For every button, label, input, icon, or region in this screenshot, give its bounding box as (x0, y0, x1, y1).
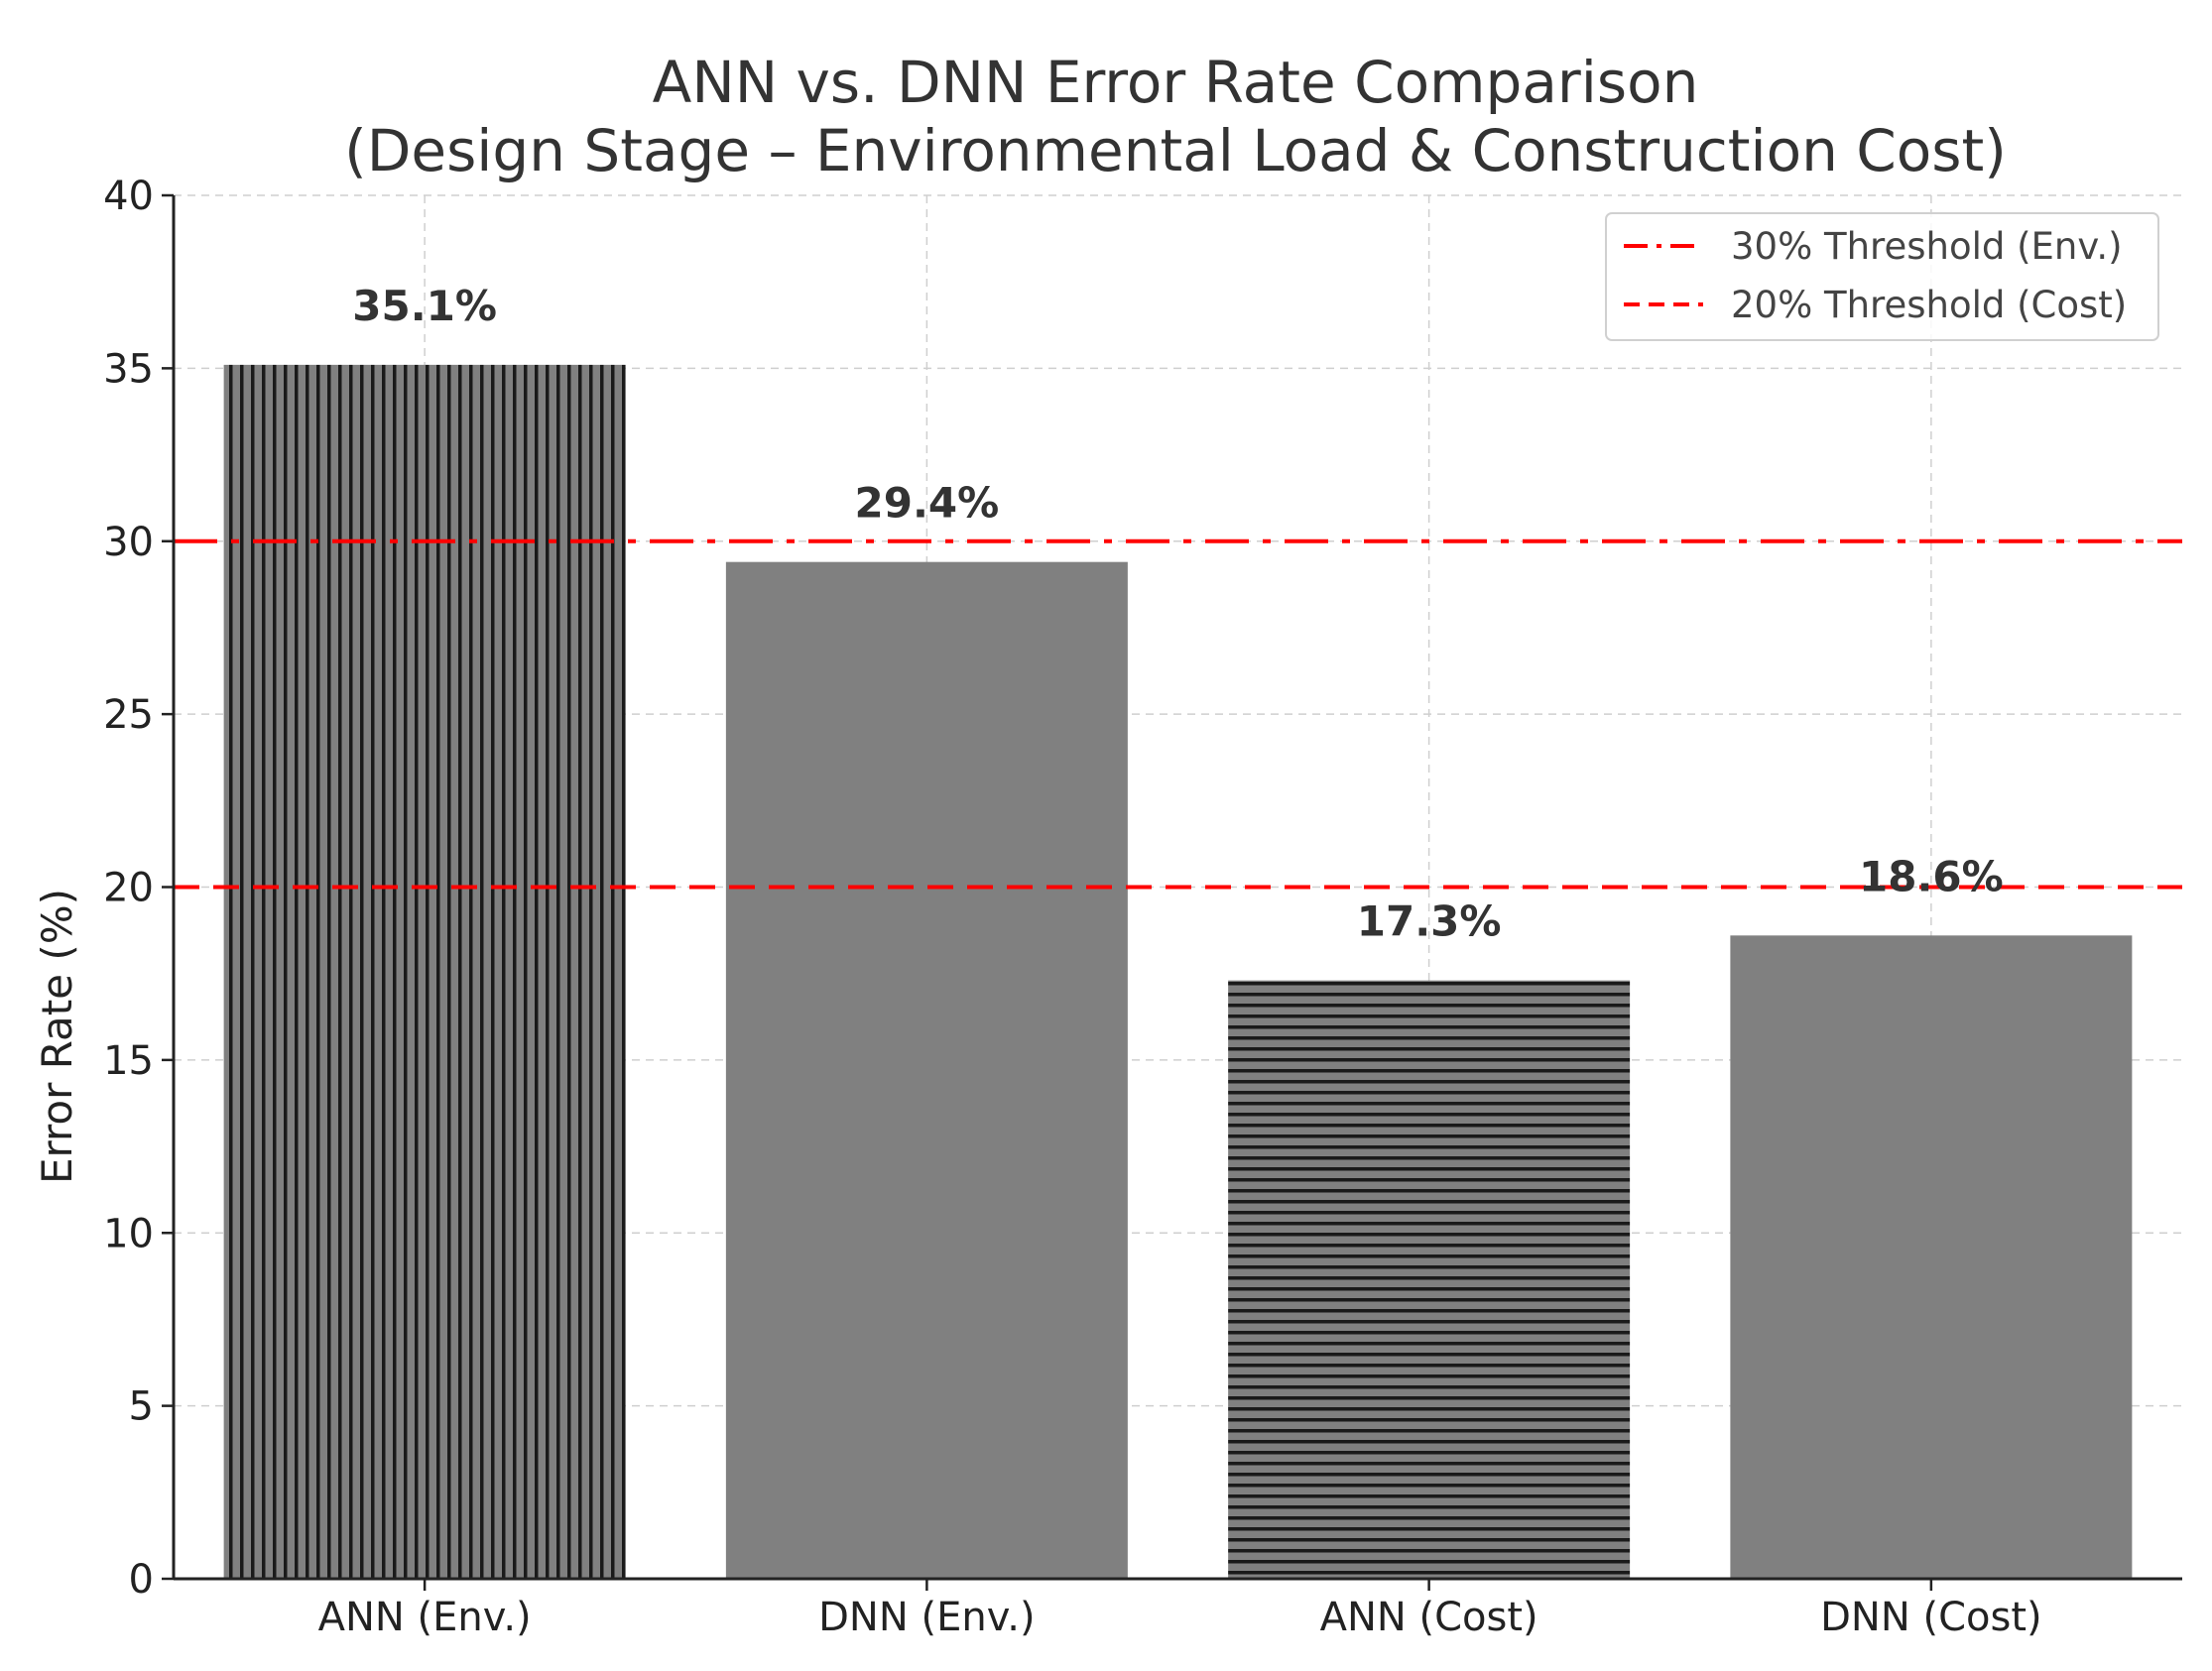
y-tick-label-30: 30 (103, 520, 154, 565)
x-tick-label-1: DNN (Env.) (818, 1595, 1035, 1640)
y-tick-label-10: 10 (103, 1211, 154, 1256)
chart-title-line1: ANN vs. DNN Error Rate Comparison (653, 49, 1699, 116)
y-tick-label-5: 5 (129, 1384, 154, 1430)
threshold-layer (174, 538, 2182, 890)
chart-title-line2: (Design Stage – Environmental Load & Con… (344, 117, 2007, 184)
legend-label-env-threshold: 30% Threshold (Env.) (1731, 225, 2123, 268)
bar-layer (223, 364, 2133, 1580)
y-tick-label-35: 35 (103, 346, 154, 392)
x-tick-label-2: ANN (Cost) (1320, 1595, 1538, 1640)
bar-value-label-0: 35.1% (352, 282, 497, 330)
y-tick-label-25: 25 (103, 692, 154, 738)
label-layer: 35.1% 29.4% 17.3% 18.6% (352, 282, 2003, 946)
bar-value-label-2: 17.3% (1357, 897, 1502, 946)
y-tick-label-0: 0 (129, 1557, 154, 1603)
bar-2 (1228, 980, 1631, 1579)
y-tick-label-20: 20 (103, 866, 154, 911)
legend-box (1605, 212, 2159, 341)
y-tick-label-40: 40 (103, 174, 154, 219)
legend: 30% Threshold (Env.) 20% Threshold (Cost… (1605, 212, 2159, 341)
legend-label-cost-threshold: 20% Threshold (Cost) (1731, 284, 2127, 326)
bar-0 (223, 364, 626, 1580)
axis-layer: 0 5 10 15 20 25 30 35 40 ANN (Env.) DNN (Env.) ANN … (103, 174, 2182, 1640)
x-tick-label-3: DNN (Cost) (1820, 1595, 2042, 1640)
x-tick-label-0: ANN (Env.) (318, 1595, 532, 1640)
bar-1 (725, 561, 1128, 1579)
y-axis-label: Error Rate (%) (33, 889, 81, 1184)
y-tick-label-15: 15 (103, 1038, 154, 1084)
bar-value-label-1: 29.4% (855, 479, 1000, 528)
bar-3 (1730, 935, 2133, 1579)
bar-value-label-3: 18.6% (1859, 852, 2004, 900)
